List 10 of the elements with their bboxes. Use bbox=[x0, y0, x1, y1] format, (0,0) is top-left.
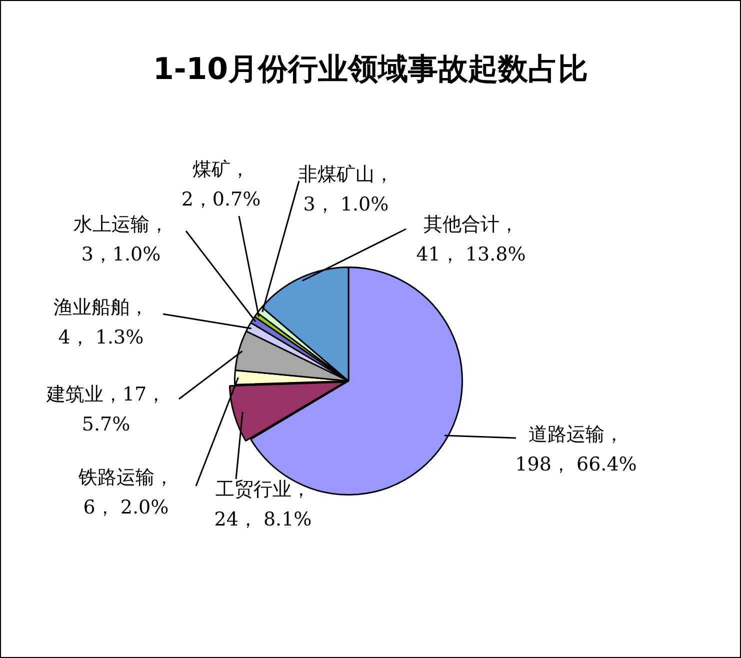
slice-label: 工贸行业， 24， 8.1% bbox=[214, 478, 312, 530]
slice-label: 水上运输， 3，1.0% bbox=[74, 213, 168, 266]
slice-label: 非煤矿山， 3， 1.0% bbox=[298, 163, 394, 216]
slice-label: 其他合计， 41， 13.8% bbox=[416, 213, 526, 266]
slice-label: 煤矿， 2，0.7% bbox=[181, 158, 261, 210]
slice-label: 道路运输， 198， 66.4% bbox=[515, 423, 637, 476]
slice-label: 铁路运输， 6， 2.0% bbox=[78, 466, 174, 518]
slice-label: 渔业船舶， 4， 1.3% bbox=[54, 296, 148, 348]
slice-label: 建筑业，17， 5.7% bbox=[45, 383, 166, 436]
chart-title: 1-10月份行业领域事故起数占比 bbox=[152, 51, 590, 89]
